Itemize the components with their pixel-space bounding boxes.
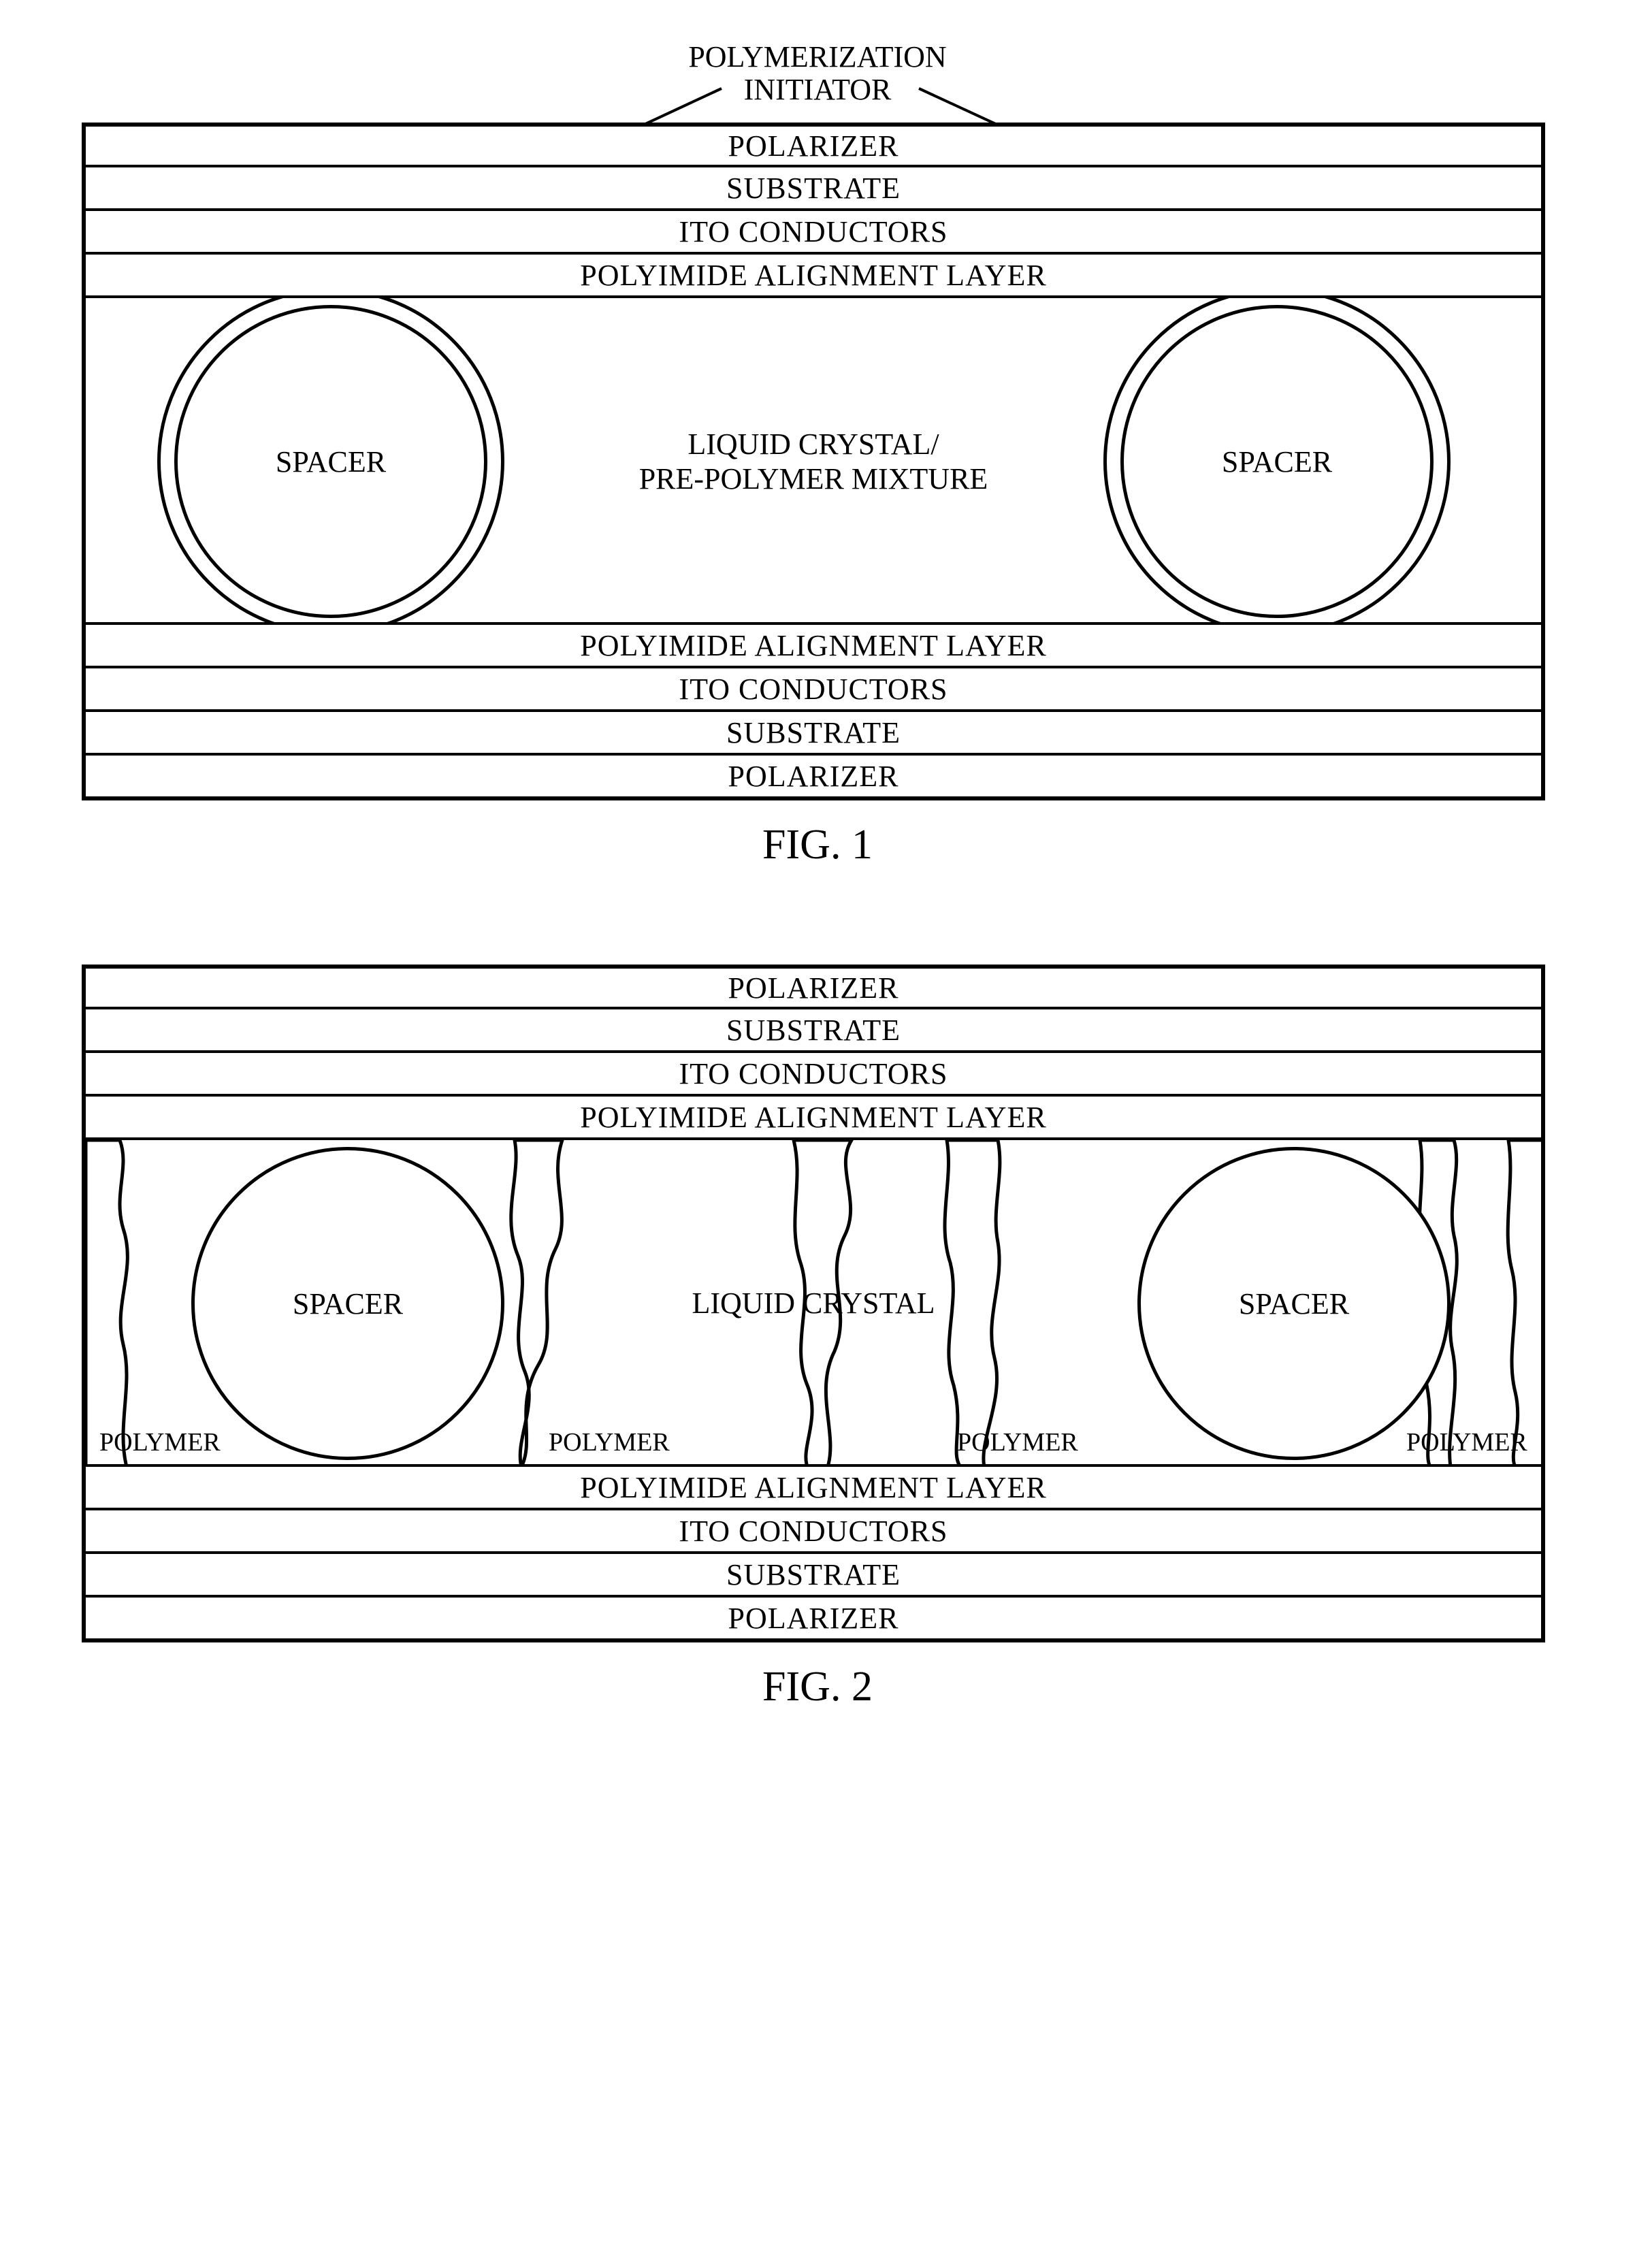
fig2-layer-top-0: POLARIZER <box>86 969 1541 1009</box>
fig2-frame: POLARIZER SUBSTRATE ITO CONDUCTORS POLYI… <box>82 965 1545 1642</box>
fig1-top-annotation: POLYMERIZATION INITIATOR <box>82 41 1553 123</box>
fig2-polymer-label-0: POLYMER <box>99 1427 221 1457</box>
fig1-mid-region: SPACER SPACER LIQUID CRYSTAL/ PRE-POLYME… <box>86 298 1541 625</box>
fig1-annotation-line2: INITIATOR <box>744 73 892 106</box>
fig1-layer-top-2: ITO CONDUCTORS <box>86 211 1541 255</box>
fig1-frame: POLARIZER SUBSTRATE ITO CONDUCTORS POLYI… <box>82 123 1545 800</box>
fig2-mid-region: SPACER SPACER LIQUID CRYSTAL POLYMERPOLY… <box>86 1140 1541 1467</box>
fig2-layer-top-3: POLYIMIDE ALIGNMENT LAYER <box>86 1097 1541 1140</box>
fig2-layer-top-2: ITO CONDUCTORS <box>86 1053 1541 1097</box>
fig2-polymer-label-2: POLYMER <box>957 1427 1078 1457</box>
fig1-layer-top-3: POLYIMIDE ALIGNMENT LAYER <box>86 255 1541 298</box>
fig1-layer-bot-0: POLYIMIDE ALIGNMENT LAYER <box>86 625 1541 668</box>
figure-1: POLYMERIZATION INITIATOR POLARIZER SUBST… <box>82 41 1553 869</box>
fig1-layer-top-0: POLARIZER <box>86 127 1541 167</box>
fig2-layer-top-1: SUBSTRATE <box>86 1009 1541 1053</box>
fig1-layer-bot-1: ITO CONDUCTORS <box>86 668 1541 712</box>
fig2-layer-bot-0: POLYIMIDE ALIGNMENT LAYER <box>86 1467 1541 1510</box>
fig2-polymer-label-1: POLYMER <box>549 1427 670 1457</box>
fig2-center-text: LIQUID CRYSTAL <box>692 1286 935 1320</box>
fig2-center-label: LIQUID CRYSTAL <box>86 1286 1541 1321</box>
figure-2: POLARIZER SUBSTRATE ITO CONDUCTORS POLYI… <box>82 965 1553 1711</box>
fig1-center-line1: LIQUID CRYSTAL/ <box>687 427 939 461</box>
fig1-layer-top-1: SUBSTRATE <box>86 167 1541 211</box>
fig2-layer-bot-2: SUBSTRATE <box>86 1554 1541 1598</box>
fig1-layer-bot-2: SUBSTRATE <box>86 712 1541 756</box>
fig2-layer-bot-3: POLARIZER <box>86 1598 1541 1638</box>
fig1-layer-bot-3: POLARIZER <box>86 756 1541 796</box>
fig2-layer-bot-1: ITO CONDUCTORS <box>86 1510 1541 1554</box>
fig2-caption: FIG. 2 <box>82 1663 1553 1711</box>
fig1-annotation-line1: POLYMERIZATION <box>688 40 946 74</box>
fig2-polymer-label-3: POLYMER <box>1406 1427 1527 1457</box>
fig1-center-label: LIQUID CRYSTAL/ PRE-POLYMER MIXTURE <box>86 427 1541 496</box>
fig1-caption: FIG. 1 <box>82 821 1553 869</box>
fig1-center-line2: PRE-POLYMER MIXTURE <box>639 462 988 496</box>
